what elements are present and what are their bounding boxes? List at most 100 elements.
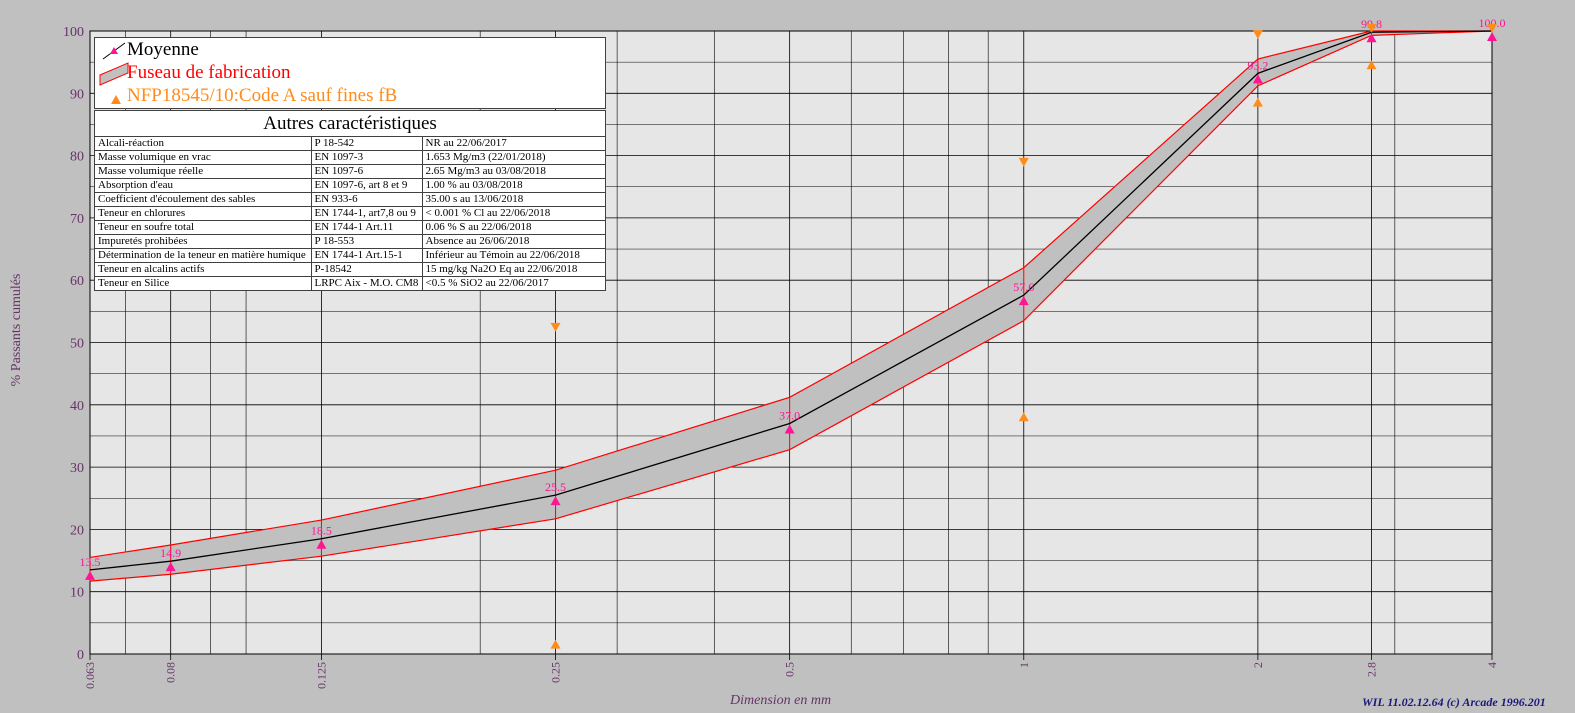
y-tick-label: 50 xyxy=(70,337,84,352)
mean-data-label: 13.5 xyxy=(80,555,101,569)
table-row: Coefficient d'écoulement des sables EN 93… xyxy=(95,192,605,207)
spec-limit-point xyxy=(1018,412,1029,422)
table-row: Teneur en alcalins actifs P-18542 15 mg/kg… xyxy=(95,262,605,277)
legend-item-moyenne: Moyenne xyxy=(95,39,605,62)
characteristic-value: 1.653 Mg/m3 (22/01/2018) xyxy=(425,151,546,163)
characteristic-name: Masse volumique en vrac xyxy=(95,150,312,165)
spec-limit-point xyxy=(1487,23,1497,33)
mean-point xyxy=(1018,296,1029,306)
table-row: Teneur en soufre total EN 1744-1 Art.11 0.… xyxy=(95,220,605,235)
x-axis-label: Dimension en mm xyxy=(730,693,832,708)
mean-data-label: 93.2 xyxy=(1247,58,1268,72)
mean-point xyxy=(550,496,561,506)
spec-limit-point xyxy=(550,639,561,649)
characteristic-standard: EN 1744-1, art7,8 ou 9 xyxy=(311,206,423,221)
mean-point xyxy=(316,539,327,549)
characteristic-value: Inférieur au Témoin au 22/06/2018 xyxy=(425,249,580,261)
y-tick-label: 10 xyxy=(70,586,84,601)
characteristic-name: Détermination de la teneur en matière hu… xyxy=(95,248,312,263)
legend-item-fuseau: Fuseau de fabrication xyxy=(95,62,605,86)
characteristic-value: < 0.001 % Cl au 22/06/2018 xyxy=(425,207,551,219)
characteristic-name: Coefficient d'écoulement des sables xyxy=(95,192,312,207)
x-tick-label: 0.125 xyxy=(314,662,328,689)
mean-data-label: 37.0 xyxy=(779,408,800,422)
characteristic-name: Absorption d'eau xyxy=(95,178,312,193)
mean-data-label: 57.6 xyxy=(1013,280,1034,294)
characteristic-standard: EN 933-6 xyxy=(311,192,423,207)
x-tick-label: 0.25 xyxy=(549,662,563,683)
mean-point xyxy=(784,424,795,434)
x-tick-label: 4 xyxy=(1485,662,1499,668)
characteristic-standard: P-18542 xyxy=(311,262,423,277)
characteristic-standard: EN 1744-1 Art.11 xyxy=(311,220,423,235)
table-row: Impuretés prohibées P 18-553 Absence au 26… xyxy=(95,234,605,249)
mean-data-label: 25.5 xyxy=(545,480,566,494)
x-tick-label: 1 xyxy=(1017,662,1031,668)
table-row: Alcali-réaction P 18-542 NR au 22/06/2017 xyxy=(95,137,605,151)
triangle-up-icon xyxy=(111,95,121,104)
y-tick-label: 90 xyxy=(70,87,84,102)
y-tick-label: 40 xyxy=(70,399,84,414)
spec-limit-point xyxy=(1018,157,1029,167)
characteristic-value: 2.65 Mg/m3 au 03/08/2018 xyxy=(425,165,546,177)
characteristic-value: 0.06 % S au 22/06/2018 xyxy=(425,221,532,233)
x-tick-label: 0.5 xyxy=(783,662,797,677)
mean-data-label: 18.5 xyxy=(311,524,332,538)
legend-item-spec: NFP18545/10:Code A sauf fines fB xyxy=(95,85,605,108)
spec-limit-point xyxy=(1366,23,1377,33)
y-tick-label: 80 xyxy=(70,150,84,165)
y-tick-label: 100 xyxy=(63,25,84,40)
y-tick-label: 0 xyxy=(77,648,84,663)
x-tick-label: 0.063 xyxy=(83,662,97,689)
characteristic-name: Teneur en Silice xyxy=(95,276,312,290)
x-tick-label: 2.8 xyxy=(1365,662,1379,677)
characteristics-grid: Alcali-réaction P 18-542 NR au 22/06/2017 M… xyxy=(95,137,605,290)
plot-border xyxy=(89,30,1493,655)
x-tick-label: 2 xyxy=(1251,662,1265,668)
band-icon xyxy=(99,62,129,86)
characteristic-standard: EN 1097-6, art 8 et 9 xyxy=(311,178,423,193)
x-tick-label: 0.08 xyxy=(164,662,178,683)
legend: Moyenne Fuseau de fabrication NFP18545/1… xyxy=(94,37,606,109)
spec-limit-point xyxy=(1252,97,1263,107)
legend-label-moyenne: Moyenne xyxy=(127,39,199,60)
characteristic-value: Absence au 26/06/2018 xyxy=(425,235,530,247)
mean-point xyxy=(85,570,95,580)
y-tick-label: 30 xyxy=(70,461,84,476)
characteristic-value: NR au 22/06/2017 xyxy=(425,137,507,149)
characteristics-title: Autres caractéristiques xyxy=(95,111,605,137)
characteristic-standard: EN 1097-3 xyxy=(311,150,423,165)
characteristic-value: <0.5 % SiO2 au 22/06/2017 xyxy=(425,277,549,289)
spec-limit-point xyxy=(550,322,561,332)
table-row: Teneur en Silice LRPC Aix - M.O. CM8 <0.5 … xyxy=(95,276,605,290)
characteristics-table: Autres caractéristiques Alcali-réaction P… xyxy=(94,110,606,291)
band-area xyxy=(90,31,1492,582)
characteristic-value: 15 mg/kg Na2O Eq au 22/06/2018 xyxy=(425,263,578,275)
mean-point xyxy=(1252,74,1263,84)
characteristic-standard: P 18-542 xyxy=(311,137,423,151)
table-row: Détermination de la teneur en matière hu… xyxy=(95,248,605,263)
characteristic-value: 1.00 % au 03/08/2018 xyxy=(425,179,523,191)
mean-point xyxy=(165,562,176,572)
mean-point xyxy=(1366,33,1377,43)
characteristic-name: Teneur en chlorures xyxy=(95,206,312,221)
mean-line xyxy=(89,30,1493,571)
legend-label-spec: NFP18545/10:Code A sauf fines fB xyxy=(127,85,398,106)
table-row: Absorption d'eau EN 1097-6, art 8 et 9 1.0… xyxy=(95,178,605,193)
spec-limit-point xyxy=(1252,30,1263,40)
characteristic-name: Impuretés prohibées xyxy=(95,234,312,249)
y-tick-label: 60 xyxy=(70,274,84,289)
characteristic-name: Teneur en soufre total xyxy=(95,220,312,235)
table-row: Teneur en chlorures EN 1744-1, art7,8 ou … xyxy=(95,206,605,221)
y-tick-label: 20 xyxy=(70,523,84,538)
characteristic-standard: P 18-553 xyxy=(311,234,423,249)
mean-point xyxy=(1487,32,1497,41)
characteristic-standard: EN 1097-6 xyxy=(311,164,423,179)
table-row: Masse volumique en vrac EN 1097-3 1.653 Mg… xyxy=(95,150,605,165)
characteristic-name: Masse volumique réelle xyxy=(95,164,312,179)
y-axis-label: % Passants cumulés xyxy=(9,273,24,387)
mean-line-icon xyxy=(102,42,126,60)
characteristic-value: 35.00 s au 13/06/2018 xyxy=(425,193,524,205)
legend-label-fuseau: Fuseau de fabrication xyxy=(127,62,291,83)
